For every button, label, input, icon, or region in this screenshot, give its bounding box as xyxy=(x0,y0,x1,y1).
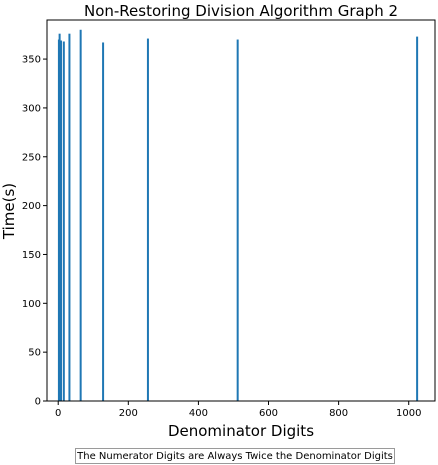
bar xyxy=(102,42,105,401)
bar xyxy=(58,33,61,402)
y-tick-label: 150 xyxy=(22,250,41,261)
y-tick-label: 350 xyxy=(22,55,41,66)
y-tick-label: 100 xyxy=(22,299,41,310)
x-tick-label: 800 xyxy=(329,408,348,419)
y-tick-label: 50 xyxy=(28,348,41,359)
chart-title: Non-Restoring Division Algorithm Graph 2 xyxy=(84,2,398,20)
footnote-text: The Numerator Digits are Always Twice th… xyxy=(77,450,393,462)
y-tick-label: 200 xyxy=(22,201,41,212)
bar xyxy=(416,36,419,402)
x-tick-label: 400 xyxy=(189,408,208,419)
y-tick-label: 250 xyxy=(22,152,41,163)
bar xyxy=(62,41,65,402)
y-axis: 0 50 100 150 200 250 300 350 xyxy=(22,55,47,408)
x-axis: 0 200 400 600 800 1000 xyxy=(55,401,421,419)
footnote-box: The Numerator Digits are Always Twice th… xyxy=(75,448,395,464)
x-axis-label: Denominator Digits xyxy=(168,422,314,440)
bar xyxy=(68,33,71,402)
x-tick-label: 1000 xyxy=(396,408,421,419)
x-tick-label: 200 xyxy=(119,408,138,419)
y-axis-label: Time(s) xyxy=(0,183,18,240)
y-tick-label: 300 xyxy=(22,103,41,114)
bar xyxy=(60,40,63,402)
bar xyxy=(236,39,239,401)
bar xyxy=(79,29,82,402)
x-tick-label: 0 xyxy=(55,408,61,419)
bar xyxy=(146,38,149,402)
bar-group xyxy=(57,29,419,402)
plot-frame xyxy=(46,19,436,402)
y-tick-label: 0 xyxy=(35,397,41,408)
x-tick-label: 600 xyxy=(259,408,278,419)
